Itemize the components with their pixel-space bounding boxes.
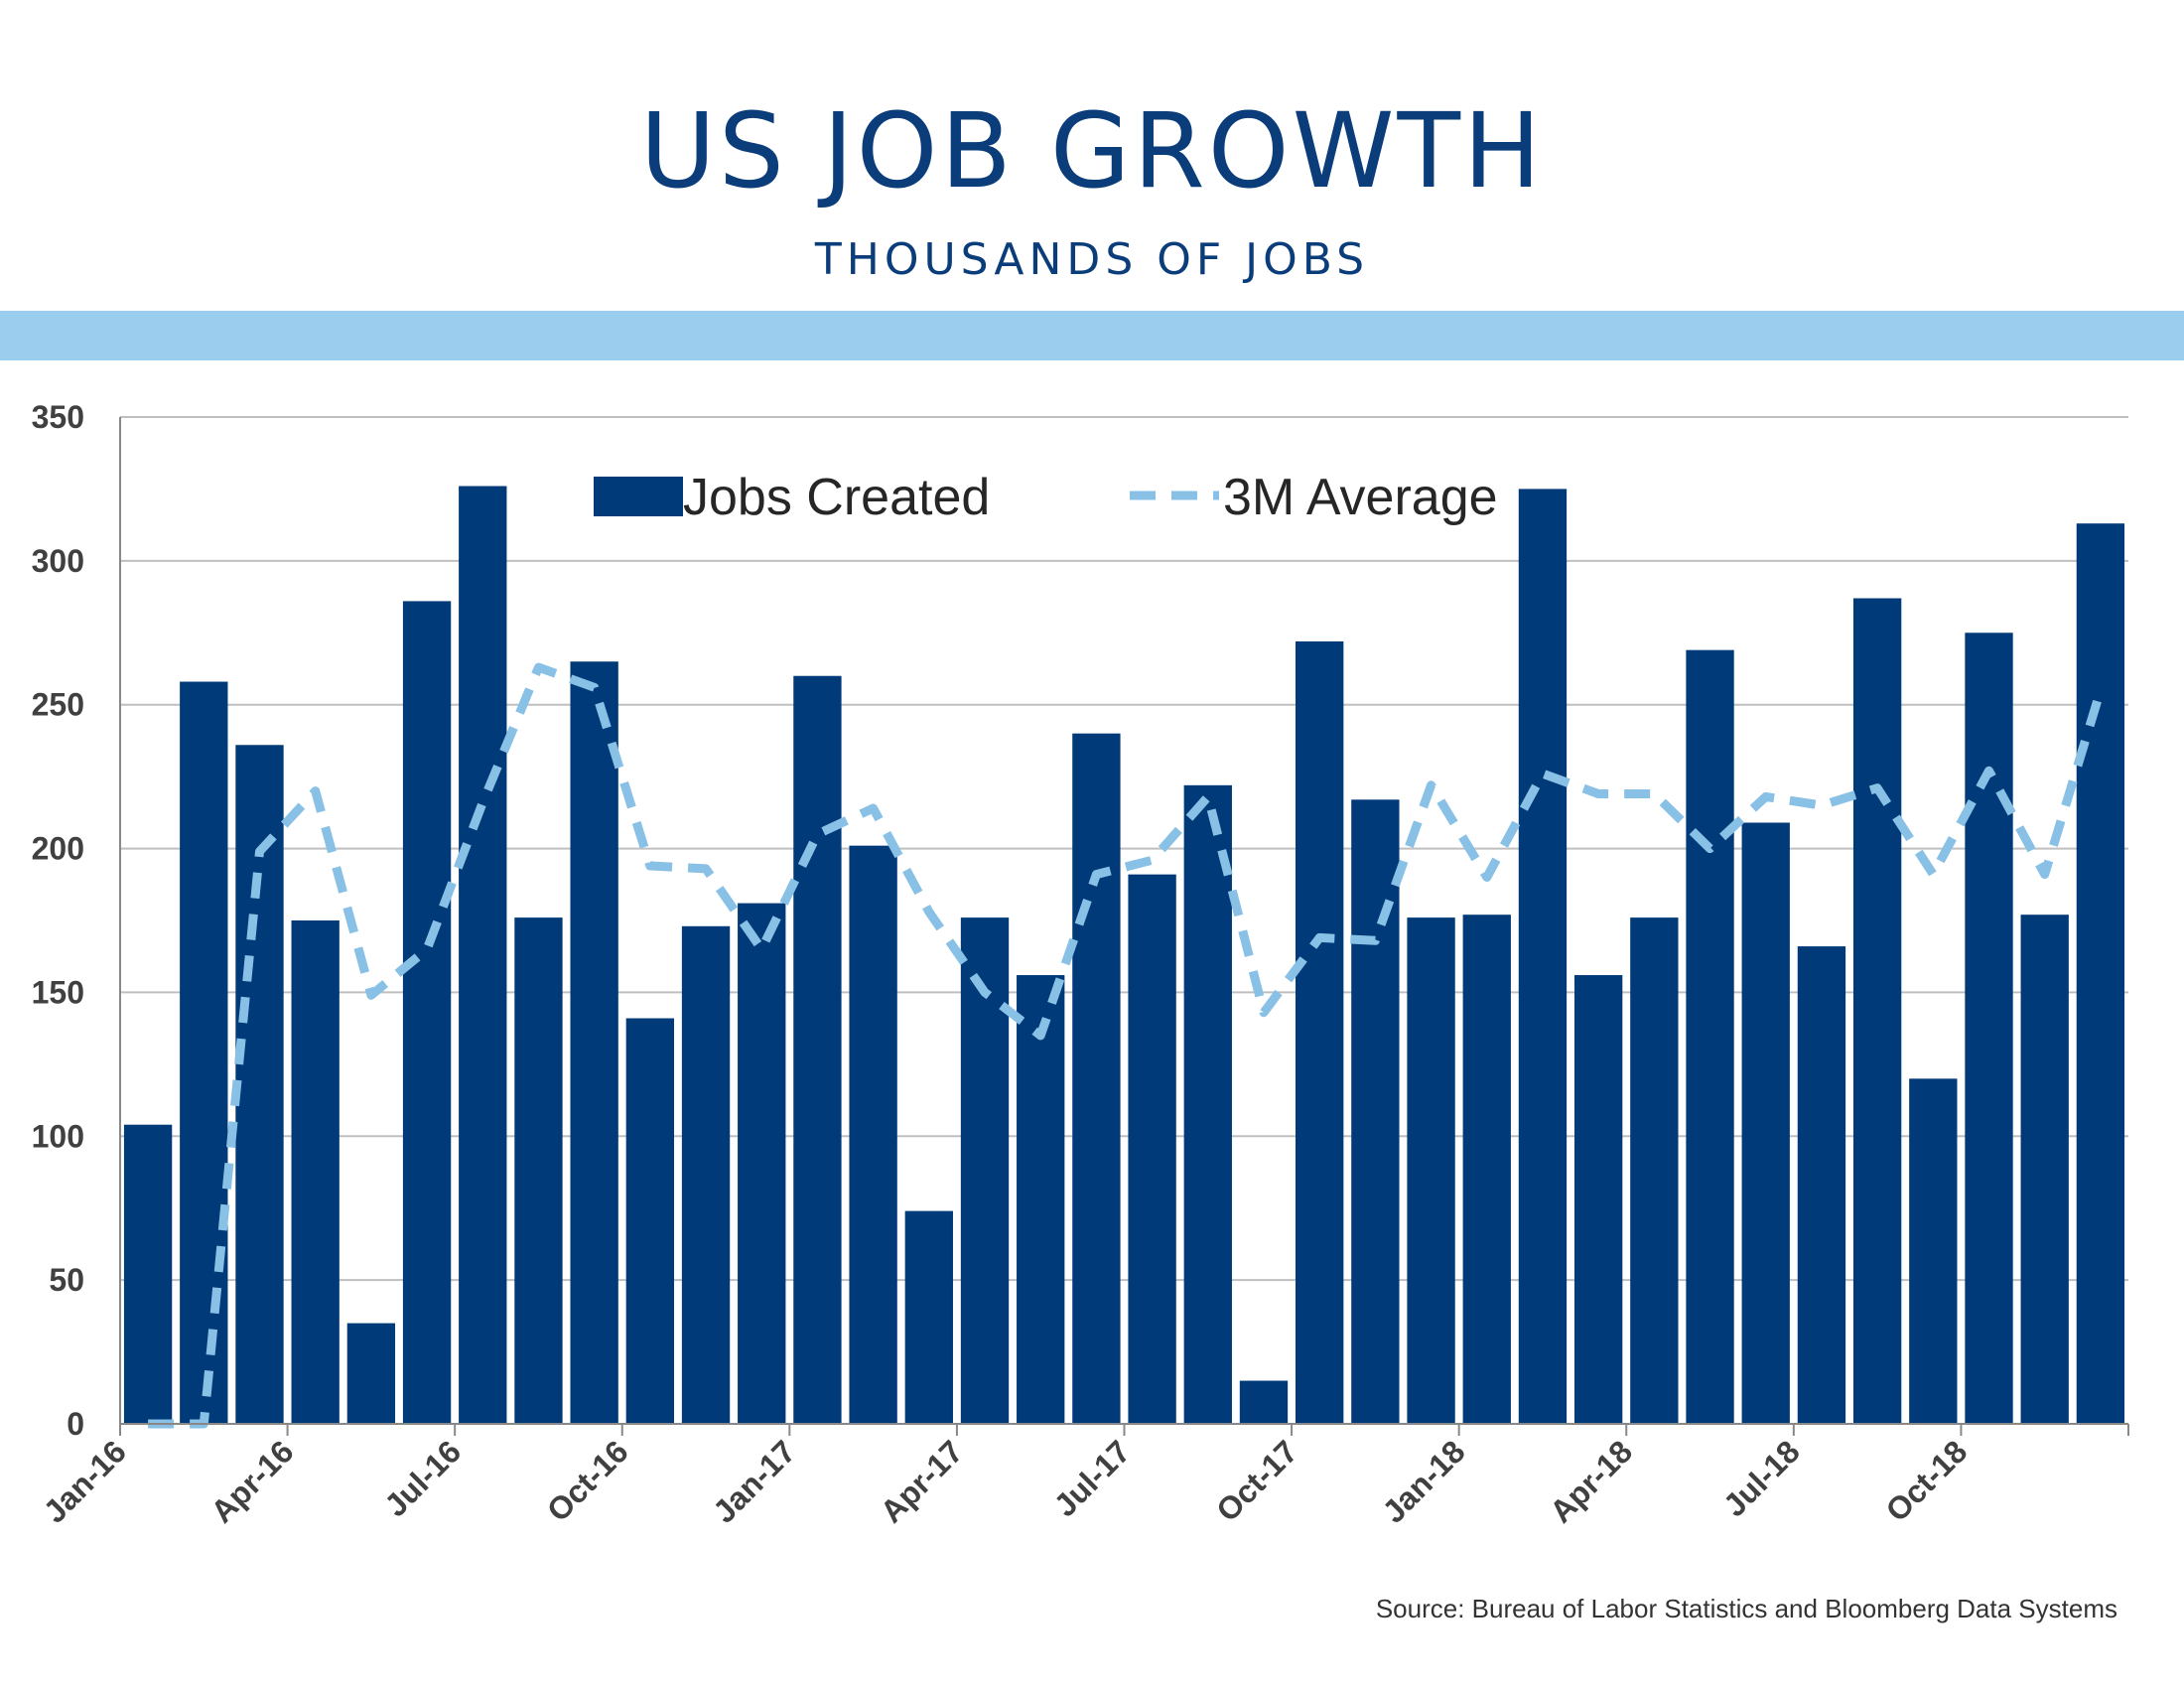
x-tick-label-Apr-16: Apr-16 (204, 1433, 300, 1529)
x-tick-label-Apr-18: Apr-18 (1543, 1433, 1639, 1529)
legend-label-jobs-created: Jobs Created (683, 469, 990, 526)
bars-jobs-created (123, 486, 2125, 1424)
x-tick-label-Jan-17: Jan-17 (706, 1433, 802, 1529)
bar-May-17 (1017, 975, 1065, 1424)
y-tick-label-250: 250 (32, 687, 84, 723)
bar-Aug-17 (1183, 784, 1232, 1424)
chart-title: US JOB GROWTH (639, 90, 1545, 211)
bar-May-18 (1686, 649, 1734, 1424)
y-tick-label-200: 200 (32, 831, 84, 867)
bar-Feb-16 (180, 681, 228, 1424)
bar-Sep-16 (570, 661, 618, 1424)
legend-label-3m-average: 3M Average (1223, 469, 1498, 526)
bar-Jun-16 (402, 601, 452, 1424)
y-tick-label-50: 50 (49, 1262, 84, 1298)
bar-Dec-16 (738, 903, 786, 1424)
bar-Jul-18 (1797, 946, 1846, 1424)
bar-Nov-16 (681, 925, 731, 1424)
chart-subtitle: THOUSANDS OF JOBS (814, 234, 1370, 285)
bar-Dec-17 (1407, 917, 1455, 1424)
bar-Mar-18 (1573, 975, 1623, 1424)
bar-Jan-16 (123, 1124, 173, 1424)
bar-Aug-18 (1852, 598, 1902, 1424)
y-tick-label-100: 100 (32, 1118, 84, 1154)
bar-Aug-16 (514, 917, 563, 1424)
bar-Oct-18 (1965, 633, 2013, 1424)
y-tick-label-350: 350 (32, 399, 84, 435)
bar-Mar-17 (904, 1210, 953, 1424)
bar-Sep-17 (1239, 1380, 1289, 1424)
bar-Jun-18 (1741, 822, 1790, 1424)
x-tick-label-Oct-17: Oct-17 (1209, 1433, 1304, 1528)
source-note: Source: Bureau of Labor Statistics and B… (1375, 1594, 2117, 1623)
bar-Jan-18 (1462, 914, 1511, 1424)
bar-Feb-17 (849, 845, 897, 1424)
y-tick-label-300: 300 (32, 543, 84, 579)
legend: Jobs Created 3M Average (594, 469, 1498, 526)
y-tick-label-150: 150 (32, 974, 84, 1010)
y-tick-label-0: 0 (67, 1406, 84, 1442)
gridlines (120, 416, 2128, 1282)
x-tick-label-Jul-17: Jul-17 (1047, 1433, 1138, 1523)
bar-Sep-18 (1909, 1078, 1958, 1424)
bar-Jul-17 (1128, 874, 1176, 1424)
bar-Nov-17 (1351, 799, 1400, 1424)
x-tick-label-Jul-16: Jul-16 (377, 1433, 468, 1523)
bar-May-16 (346, 1323, 396, 1424)
x-tick-label-Jan-16: Jan-16 (37, 1433, 133, 1529)
bar-Dec-18 (2076, 523, 2125, 1424)
bar-Apr-16 (291, 920, 340, 1424)
bar-Feb-18 (1518, 489, 1568, 1424)
bar-Mar-16 (235, 745, 284, 1424)
line-3m-average-path (148, 662, 2106, 1429)
bar-Jul-16 (459, 486, 507, 1424)
header-band (0, 311, 2184, 360)
bar-Jun-17 (1072, 733, 1121, 1424)
bar-Nov-18 (2020, 914, 2069, 1424)
line-3m-average (148, 662, 2106, 1429)
x-tick-label-Jul-18: Jul-18 (1716, 1433, 1807, 1523)
x-tick-label-Apr-17: Apr-17 (874, 1433, 970, 1529)
bar-Apr-17 (960, 917, 1010, 1424)
x-tick-label-Oct-18: Oct-18 (1878, 1433, 1974, 1528)
legend-swatch-jobs-created (594, 477, 683, 516)
x-tick-label-Oct-16: Oct-16 (540, 1433, 635, 1528)
bar-Oct-17 (1296, 640, 1344, 1424)
bar-Oct-16 (625, 1018, 675, 1424)
bar-Jan-17 (793, 675, 842, 1424)
bar-Apr-18 (1630, 917, 1679, 1424)
x-tick-label-Jan-18: Jan-18 (1375, 1433, 1471, 1529)
